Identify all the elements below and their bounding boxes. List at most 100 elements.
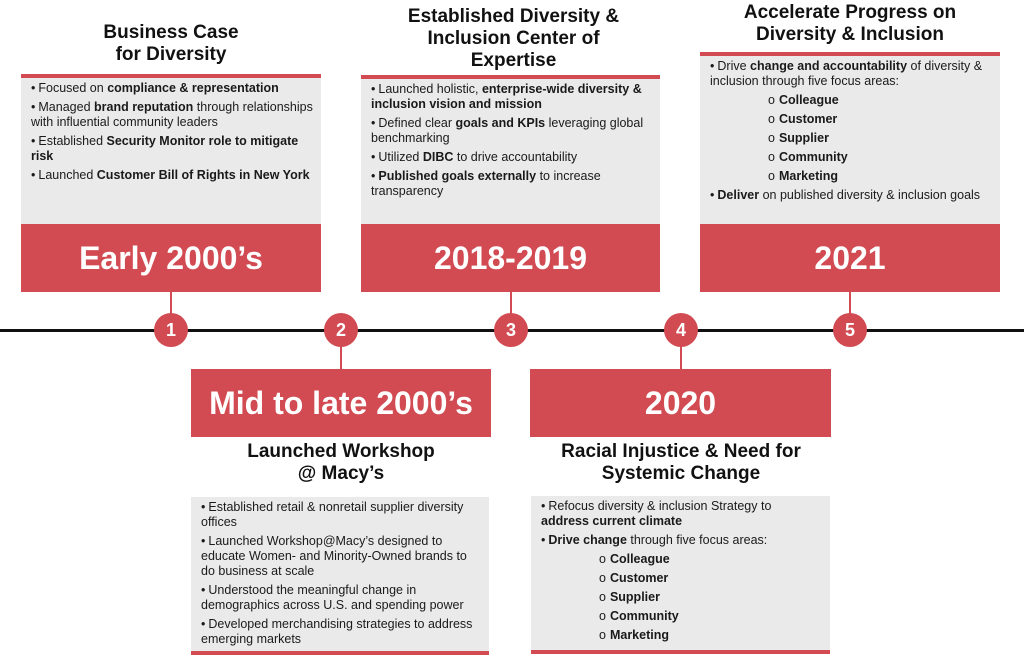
- bullet-dot: •: [371, 150, 376, 164]
- bullet-dot: •: [710, 188, 715, 202]
- sub-bullet-marker: o: [599, 571, 606, 585]
- milestone-3-connector: [510, 292, 512, 314]
- focus-area-label: Colleague: [609, 552, 670, 566]
- focus-area-label: Supplier: [778, 131, 829, 145]
- milestone-5-number-marker: 5: [833, 313, 867, 347]
- milestone-3-number-marker: 3: [494, 313, 528, 347]
- bullet-dot: •: [371, 169, 376, 183]
- focus-area-list: o Colleague o Customer o Supplier o Community o M…: [710, 93, 992, 184]
- milestone-2-details: • Established retail & nonretail supplier…: [191, 497, 489, 655]
- detail-bullet: • Launched Customer Bill of Rights in New…: [31, 168, 313, 183]
- bullet-text: to increase transparency: [371, 169, 601, 198]
- bullet-dot: •: [371, 82, 376, 96]
- bullet-dot: •: [371, 116, 376, 130]
- sub-bullet-marker: o: [768, 131, 775, 145]
- milestone-3-heading-line-1: Established Diversity &: [407, 6, 620, 27]
- bullet-text: Launched Workshop@Macy’s designed to edu…: [201, 534, 467, 578]
- sub-bullet-marker: o: [768, 93, 775, 107]
- bullet-text: on published diversity & inclusion goals: [759, 188, 981, 202]
- bullet-text: through relationships with influential c…: [31, 100, 313, 129]
- bullet-text: Refocus diversity & inclusion Strategy t…: [548, 499, 772, 513]
- milestone-3-heading-line-3: Expertise: [470, 50, 557, 71]
- milestone-1-heading-line-1: Business Case: [103, 22, 239, 43]
- focus-area-item: o Supplier: [768, 131, 992, 146]
- focus-area-item: o Marketing: [599, 628, 822, 643]
- milestone-5-period-banner: 2021: [700, 224, 1000, 292]
- detail-bullet: • Drive change through five focus areas:: [541, 533, 822, 548]
- bullet-dot: •: [201, 500, 206, 514]
- focus-area-item: o Supplier: [599, 590, 822, 605]
- milestone-5-heading-line-2: Diversity & Inclusion: [756, 24, 944, 45]
- bullet-text: Utilized: [378, 150, 423, 164]
- focus-area-item: o Community: [599, 609, 822, 624]
- focus-area-item: o Community: [768, 150, 992, 165]
- detail-bullet: • Focused on compliance & representation: [31, 81, 313, 96]
- detail-bullet: • Utilized DIBC to drive accountability: [371, 150, 652, 165]
- detail-bullet: • Established retail & nonretail supplier…: [201, 500, 481, 530]
- milestone-4-period-banner: 2020: [530, 369, 831, 437]
- focus-area-label: Marketing: [778, 169, 838, 183]
- detail-bullet: • Launched holistic, enterprise-wide dive…: [371, 82, 652, 112]
- milestone-1-details: • Focused on compliance & representation •…: [21, 74, 321, 224]
- bullet-dot: •: [31, 168, 36, 182]
- sub-bullet-marker: o: [599, 609, 606, 623]
- focus-area-item: o Colleague: [599, 552, 822, 567]
- focus-area-item: o Customer: [768, 112, 992, 127]
- bullet-text: Established: [38, 134, 107, 148]
- milestone-1-period-banner: Early 2000’s: [21, 224, 321, 292]
- milestone-2-heading: Launched Workshop @ Macy’s: [210, 441, 472, 485]
- bullet-emphasis: address current climate: [541, 514, 683, 528]
- milestone-5-heading: Accelerate Progress on Diversity & Inclu…: [722, 2, 978, 46]
- focus-area-label: Customer: [609, 571, 669, 585]
- bullet-text: Understood the meaningful change in demo…: [201, 583, 464, 612]
- bullet-text: leveraging global benchmarking: [371, 116, 644, 145]
- focus-area-label: Community: [609, 609, 679, 623]
- bullet-text: Focused on: [38, 81, 108, 95]
- bullet-text: of diversity & inclusion through five fo…: [710, 59, 983, 88]
- detail-bullet: • Managed brand reputation through relati…: [31, 100, 313, 130]
- bullet-text: Launched: [38, 168, 97, 182]
- milestone-3-period-banner: 2018-2019: [361, 224, 660, 292]
- milestone-1-number-marker: 1: [154, 313, 188, 347]
- focus-area-label: Community: [778, 150, 848, 164]
- bullet-dot: •: [201, 534, 206, 548]
- sub-bullet-marker: o: [599, 628, 606, 642]
- milestone-2-period-banner: Mid to late 2000’s: [191, 369, 491, 437]
- bullet-text: Developed merchandising strategies to ad…: [201, 617, 473, 646]
- focus-area-item: o Marketing: [768, 169, 992, 184]
- focus-area-item: o Customer: [599, 571, 822, 586]
- milestone-3-heading-line-2: Inclusion Center of: [427, 28, 600, 49]
- bullet-dot: •: [31, 134, 36, 148]
- bullet-text: Defined clear: [378, 116, 456, 130]
- milestone-5-details: • Drive change and accountability of dive…: [700, 52, 1000, 224]
- detail-bullet: • Defined clear goals and KPIs leveraging…: [371, 116, 652, 146]
- sub-bullet-marker: o: [599, 590, 606, 604]
- bullet-dot: •: [31, 81, 36, 95]
- milestone-4-heading: Racial Injustice & Need for Systemic Cha…: [540, 441, 822, 485]
- detail-bullet: • Developed merchandising strategies to a…: [201, 617, 481, 647]
- bullet-emphasis: goals and KPIs: [455, 116, 546, 130]
- milestone-2-number-marker: 2: [324, 313, 358, 347]
- milestone-2-connector: [340, 346, 342, 370]
- focus-area-item: o Colleague: [768, 93, 992, 108]
- detail-bullet: • Refocus diversity & inclusion Strategy …: [541, 499, 822, 529]
- bullet-emphasis: Published goals externally: [378, 169, 537, 183]
- sub-bullet-marker: o: [599, 552, 606, 566]
- focus-area-list: o Colleague o Customer o Supplier o Community o M…: [541, 552, 822, 643]
- bullet-emphasis: Drive change: [548, 533, 627, 547]
- milestone-4-details: • Refocus diversity & inclusion Strategy …: [531, 496, 830, 654]
- milestone-4-heading-line-1: Racial Injustice & Need for: [561, 441, 801, 462]
- focus-area-label: Colleague: [778, 93, 839, 107]
- focus-area-label: Customer: [778, 112, 838, 126]
- bullet-text: through five focus areas:: [626, 533, 768, 547]
- milestone-2-heading-line-1: Launched Workshop: [247, 441, 435, 462]
- bullet-text: Managed: [38, 100, 94, 114]
- bullet-emphasis: compliance & representation: [107, 81, 279, 95]
- milestone-1-heading: Business Case for Diversity: [60, 22, 282, 66]
- detail-bullet: • Established Security Monitor role to mi…: [31, 134, 313, 164]
- sub-bullet-marker: o: [768, 150, 775, 164]
- bullet-text: Established retail & nonretail supplier …: [201, 500, 464, 529]
- bullet-emphasis: enterprise-wide diversity & inclusion vi…: [371, 82, 642, 111]
- bullet-text: to drive accountability: [453, 150, 578, 164]
- detail-bullet: • Launched Workshop@Macy’s designed to ed…: [201, 534, 481, 579]
